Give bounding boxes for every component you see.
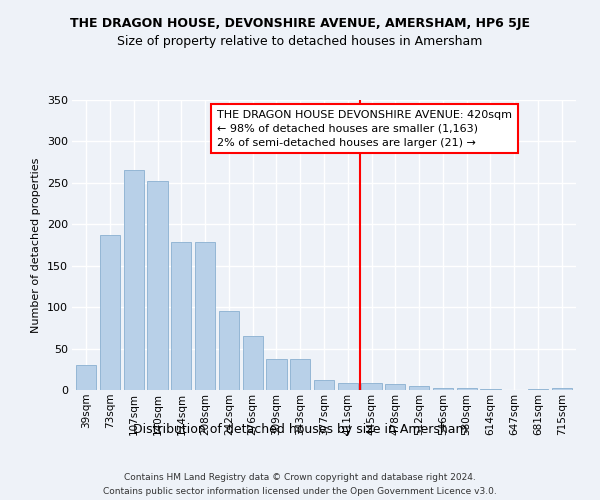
Text: Distribution of detached houses by size in Amersham: Distribution of detached houses by size …: [133, 422, 467, 436]
Bar: [361, 384, 382, 390]
Bar: [433, 388, 453, 390]
Y-axis label: Number of detached properties: Number of detached properties: [31, 158, 41, 332]
Text: Size of property relative to detached houses in Amersham: Size of property relative to detached ho…: [118, 35, 482, 48]
Bar: [551, 388, 572, 390]
Text: THE DRAGON HOUSE, DEVONSHIRE AVENUE, AMERSHAM, HP6 5JE: THE DRAGON HOUSE, DEVONSHIRE AVENUE, AME…: [70, 18, 530, 30]
Text: Contains public sector information licensed under the Open Government Licence v3: Contains public sector information licen…: [103, 488, 497, 496]
Bar: [409, 386, 429, 390]
Bar: [195, 242, 215, 390]
Bar: [76, 365, 97, 390]
Bar: [124, 170, 144, 390]
Bar: [290, 358, 310, 390]
Bar: [457, 388, 477, 390]
Bar: [266, 358, 287, 390]
Bar: [481, 389, 500, 390]
Bar: [385, 384, 406, 390]
Bar: [148, 181, 167, 390]
Text: Contains HM Land Registry data © Crown copyright and database right 2024.: Contains HM Land Registry data © Crown c…: [124, 472, 476, 482]
Bar: [171, 242, 191, 390]
Bar: [314, 380, 334, 390]
Bar: [100, 235, 120, 390]
Bar: [338, 384, 358, 390]
Bar: [242, 336, 263, 390]
Bar: [219, 312, 239, 390]
Bar: [528, 389, 548, 390]
Text: THE DRAGON HOUSE DEVONSHIRE AVENUE: 420sqm
← 98% of detached houses are smaller : THE DRAGON HOUSE DEVONSHIRE AVENUE: 420s…: [217, 110, 512, 148]
